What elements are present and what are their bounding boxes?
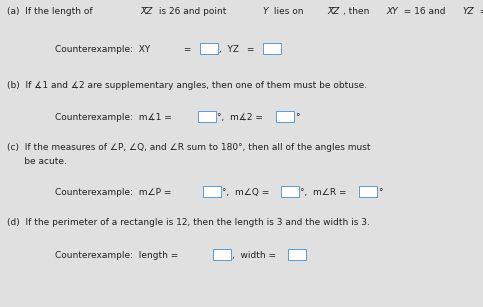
- Text: Counterexample:  m∠P =: Counterexample: m∠P =: [55, 188, 174, 197]
- Text: =: =: [181, 45, 194, 54]
- Text: XY: XY: [386, 7, 398, 16]
- Text: be acute.: be acute.: [7, 157, 67, 166]
- Text: X̅Z̅: X̅Z̅: [327, 7, 339, 16]
- Text: °: °: [378, 188, 383, 197]
- Text: X̅Z̅: X̅Z̅: [140, 7, 152, 16]
- Text: = 16 and: = 16 and: [402, 7, 448, 16]
- Text: YZ: YZ: [462, 7, 474, 16]
- Text: lies on: lies on: [271, 7, 306, 16]
- Text: ,  YZ: , YZ: [219, 45, 239, 54]
- Text: (c)  If the measures of ∠P, ∠Q, and ∠R sum to 180°, then all of the angles must: (c) If the measures of ∠P, ∠Q, and ∠R su…: [7, 143, 370, 152]
- Text: , then: , then: [343, 7, 372, 16]
- Text: °,  m∠R =: °, m∠R =: [300, 188, 349, 197]
- Text: Counterexample:  length =: Counterexample: length =: [55, 251, 181, 260]
- Text: = 10.: = 10.: [478, 7, 483, 16]
- Text: °,  m∡2 =: °, m∡2 =: [217, 113, 266, 122]
- Text: Counterexample:  m∡1 =: Counterexample: m∡1 =: [55, 113, 175, 122]
- Text: (d)  If the perimeter of a rectangle is 12, then the length is 3 and the width i: (d) If the perimeter of a rectangle is 1…: [7, 218, 370, 227]
- Text: (a)  If the length of: (a) If the length of: [7, 7, 96, 16]
- Text: Y: Y: [262, 7, 268, 16]
- Text: ,  width =: , width =: [232, 251, 279, 260]
- Text: =: =: [244, 45, 257, 54]
- Text: °: °: [295, 113, 299, 122]
- Text: °,  m∠Q =: °, m∠Q =: [222, 188, 272, 197]
- Text: is 26 and point: is 26 and point: [156, 7, 229, 16]
- Text: Counterexample:  XY: Counterexample: XY: [55, 45, 150, 54]
- Text: (b)  If ∡1 and ∡2 are supplementary angles, then one of them must be obtuse.: (b) If ∡1 and ∡2 are supplementary angle…: [7, 81, 367, 90]
